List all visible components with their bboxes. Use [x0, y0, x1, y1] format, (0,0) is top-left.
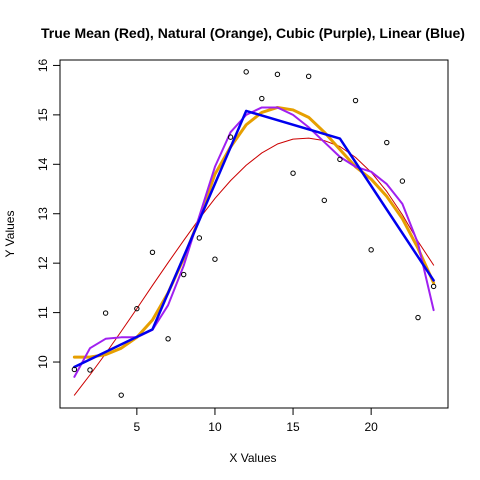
data-point [196, 235, 203, 241]
data-point [243, 69, 249, 75]
x-tick-label: 10 [208, 420, 222, 434]
data-point [134, 305, 140, 312]
x-tick-label: 5 [134, 420, 141, 434]
y-tick-label: 16 [36, 58, 50, 72]
true-mean-line [73, 137, 435, 396]
chart-title: True Mean (Red), Natural (Orange), Cubic… [41, 25, 465, 41]
data-point [87, 367, 93, 373]
linear-spline-line [73, 109, 435, 369]
data-point [118, 392, 124, 398]
y-tick-label: 11 [36, 306, 50, 319]
x-axis: 5 10 15 20 [134, 407, 378, 434]
data-point [71, 366, 78, 373]
data-point [212, 256, 218, 262]
data-point [305, 73, 312, 80]
series-lines [72, 105, 436, 396]
data-point [321, 197, 327, 204]
data-point [368, 247, 374, 253]
data-points [71, 69, 437, 398]
y-axis-label: Y Values [3, 211, 17, 258]
data-point [352, 97, 359, 104]
natural-spline-line [72, 105, 436, 359]
data-point [430, 283, 437, 290]
y-axis: 10 11 12 13 14 15 16 [36, 58, 61, 369]
data-point [337, 156, 343, 163]
data-point [149, 249, 156, 255]
data-point [102, 310, 109, 316]
data-point [399, 178, 406, 184]
y-tick-label: 10 [36, 355, 50, 369]
x-tick-label: 15 [286, 420, 300, 434]
data-point [259, 95, 265, 102]
y-tick-label: 12 [36, 256, 50, 270]
data-point [274, 71, 281, 78]
x-tick-label: 20 [364, 420, 378, 434]
cubic-spline-line [73, 106, 435, 378]
data-point [227, 134, 234, 140]
data-point [290, 170, 296, 176]
data-point [165, 336, 171, 342]
data-point [415, 314, 421, 321]
y-tick-label: 14 [36, 157, 50, 171]
y-tick-label: 15 [36, 108, 50, 122]
data-point [181, 271, 187, 278]
y-tick-label: 13 [36, 207, 50, 221]
data-point [384, 139, 390, 146]
x-axis-label: X Values [229, 451, 276, 465]
